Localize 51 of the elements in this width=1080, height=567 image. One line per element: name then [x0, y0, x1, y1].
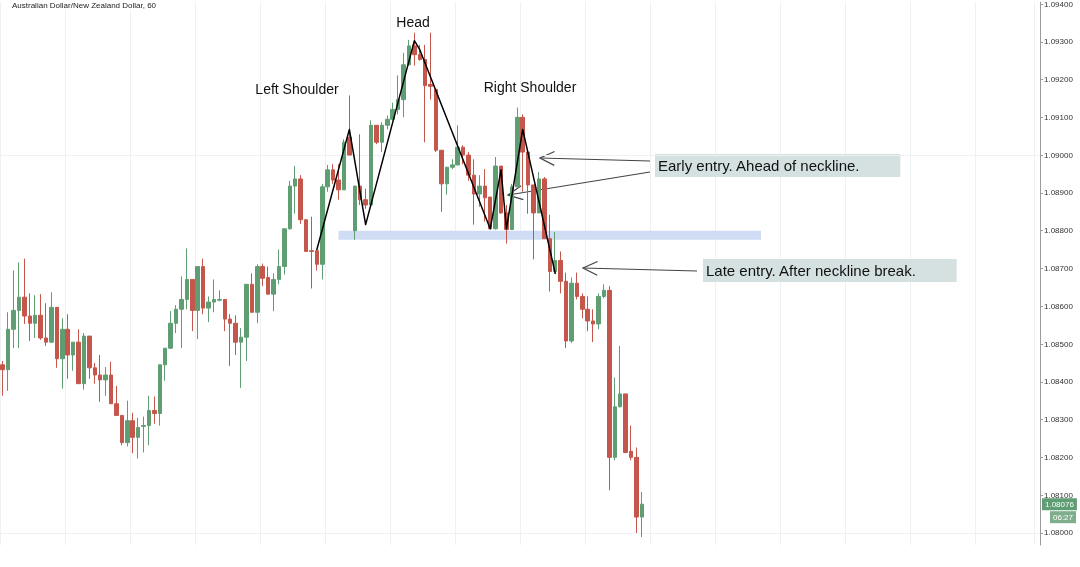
- y-tick-label: 1.09200: [1044, 75, 1074, 85]
- y-tick-label: 1.08600: [1044, 301, 1074, 311]
- y-tick-label: 1.08700: [1044, 263, 1074, 273]
- y-tick-label: 1.08800: [1044, 226, 1074, 236]
- candlestick: [103, 366, 108, 397]
- annotation: Late entry. After neckline break.: [706, 262, 916, 279]
- annotation: 1.08076: [1045, 499, 1075, 509]
- annotation: Left Shoulder: [255, 81, 339, 97]
- candlestick: [49, 291, 54, 344]
- candlestick: [477, 174, 482, 208]
- candlestick: [363, 188, 368, 210]
- chart-title: Australian Dollar/New Zealand Dollar, 60: [12, 0, 157, 10]
- text: 06:27: [1053, 512, 1074, 522]
- y-tick-label: 1.08200: [1044, 452, 1074, 462]
- y-tick-label: 1.08500: [1044, 339, 1074, 349]
- candlestick: [33, 294, 37, 339]
- y-tick-label: 1.08900: [1044, 188, 1074, 198]
- candlestick: [640, 491, 644, 538]
- y-tick-label: 1.08000: [1044, 528, 1074, 538]
- candlestick: [607, 285, 612, 491]
- candlestick: [369, 119, 373, 208]
- y-tick-label: 1.09000: [1044, 150, 1074, 160]
- candlestick: [569, 277, 574, 344]
- candlestick: [152, 396, 157, 425]
- annotation: Early entry. Ahead of neckline.: [658, 157, 860, 174]
- candlestick: [76, 328, 81, 385]
- y-tick-label: 1.09100: [1044, 112, 1074, 122]
- y-tick-label: 1.09400: [1044, 0, 1074, 9]
- candlestick: [201, 258, 205, 315]
- candlestick: [190, 278, 195, 332]
- candlestick: [195, 266, 200, 340]
- candlestick: [130, 412, 135, 454]
- candlestick: [353, 185, 357, 241]
- candlestick: [60, 317, 65, 390]
- candlestick: [0, 360, 5, 397]
- candlestick: [125, 400, 130, 447]
- y-tick-label: 1.08300: [1044, 415, 1074, 425]
- candlestick: [250, 272, 254, 313]
- candlestick: [374, 124, 379, 145]
- annotation: Right Shoulder: [483, 79, 577, 95]
- candlestick: [136, 417, 140, 459]
- y-tick-label: 1.09300: [1044, 37, 1074, 47]
- candlestick: [65, 313, 70, 380]
- candlestick: [71, 341, 75, 372]
- candlestick: [255, 263, 260, 324]
- annotation: Head: [396, 14, 430, 30]
- candlestick: [553, 231, 557, 274]
- candlestick: [82, 332, 86, 391]
- candlestick: [55, 306, 59, 369]
- y-tick-label: 1.08400: [1044, 377, 1074, 387]
- y-tick-label: 1.08100: [1044, 490, 1074, 500]
